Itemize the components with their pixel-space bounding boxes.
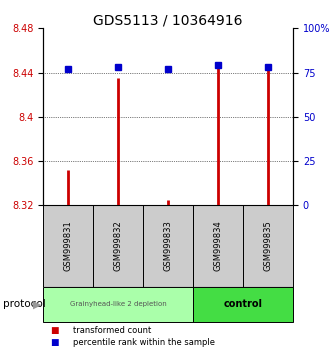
- Bar: [193, 205, 243, 287]
- Bar: [143, 205, 193, 287]
- Text: GSM999832: GSM999832: [114, 221, 123, 272]
- Text: GSM999834: GSM999834: [213, 221, 223, 272]
- Title: GDS5113 / 10364916: GDS5113 / 10364916: [94, 13, 243, 27]
- Text: ■: ■: [50, 338, 59, 347]
- Text: GSM999835: GSM999835: [263, 221, 273, 272]
- Bar: [243, 205, 293, 287]
- Text: GSM999833: GSM999833: [164, 221, 173, 272]
- Text: transformed count: transformed count: [73, 326, 152, 336]
- Text: GSM999831: GSM999831: [64, 221, 73, 272]
- Bar: [43, 205, 93, 287]
- Text: ▶: ▶: [33, 299, 42, 309]
- Bar: [43, 287, 193, 322]
- Text: protocol: protocol: [3, 299, 46, 309]
- Text: control: control: [223, 299, 263, 309]
- Text: percentile rank within the sample: percentile rank within the sample: [73, 338, 215, 347]
- Text: Grainyhead-like 2 depletion: Grainyhead-like 2 depletion: [70, 302, 166, 307]
- Bar: [93, 205, 143, 287]
- Bar: [193, 287, 293, 322]
- Text: ■: ■: [50, 326, 59, 336]
